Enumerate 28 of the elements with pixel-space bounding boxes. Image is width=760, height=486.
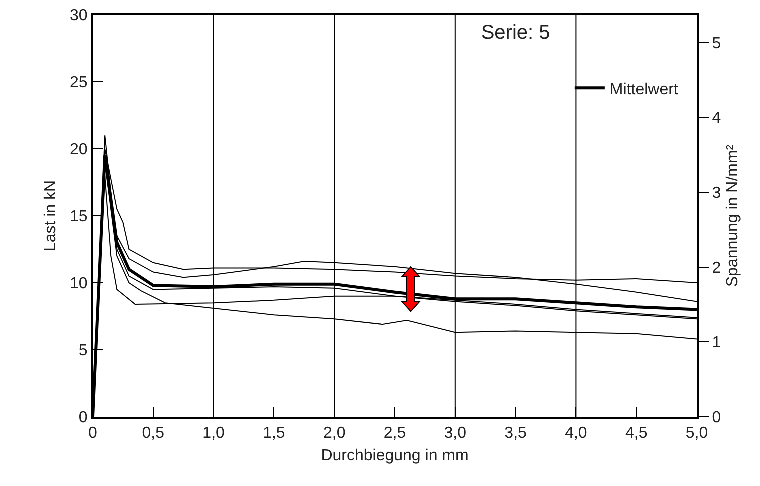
x-tick-label: 2,0 bbox=[323, 425, 346, 442]
x-tick-label: 2,5 bbox=[384, 425, 406, 442]
x-tick-label: 1,0 bbox=[202, 425, 226, 442]
y-tick-label: 20 bbox=[70, 142, 88, 159]
y-tick-label: 0 bbox=[78, 410, 88, 427]
x-tick-label: 1,5 bbox=[263, 425, 286, 442]
y2-tick-label: 1 bbox=[712, 334, 722, 352]
y2-tick-label: 2 bbox=[712, 260, 722, 277]
y2-tick-label: 0 bbox=[712, 410, 722, 427]
y2-tick-label: 4 bbox=[712, 110, 722, 128]
x-axis-title: Durchbiegung in mm bbox=[321, 447, 469, 464]
y2-axis-title: Spannung in N/mm² bbox=[724, 144, 742, 288]
x-tick-label: 5,0 bbox=[686, 425, 708, 442]
y-tick-label: 25 bbox=[70, 74, 88, 92]
chart-title: Serie: 5 bbox=[481, 22, 550, 44]
y2-tick-label: 5 bbox=[712, 35, 722, 52]
x-tick-label: 3,0 bbox=[444, 425, 467, 442]
y-tick-label: 15 bbox=[70, 208, 88, 226]
y-tick-label: 5 bbox=[78, 342, 88, 360]
y2-tick-label: 3 bbox=[712, 185, 722, 202]
y-tick-label: 30 bbox=[70, 8, 88, 25]
x-tick-label: 4,0 bbox=[565, 425, 588, 442]
legend-label: Mittelwert bbox=[610, 81, 679, 98]
x-tick-label: 3,5 bbox=[504, 425, 528, 442]
x-tick-label: 4,5 bbox=[625, 425, 648, 442]
y-tick-label: 10 bbox=[70, 276, 88, 293]
y-axis-title: Last in kN bbox=[42, 180, 60, 252]
x-tick-label: 0,5 bbox=[142, 425, 165, 442]
